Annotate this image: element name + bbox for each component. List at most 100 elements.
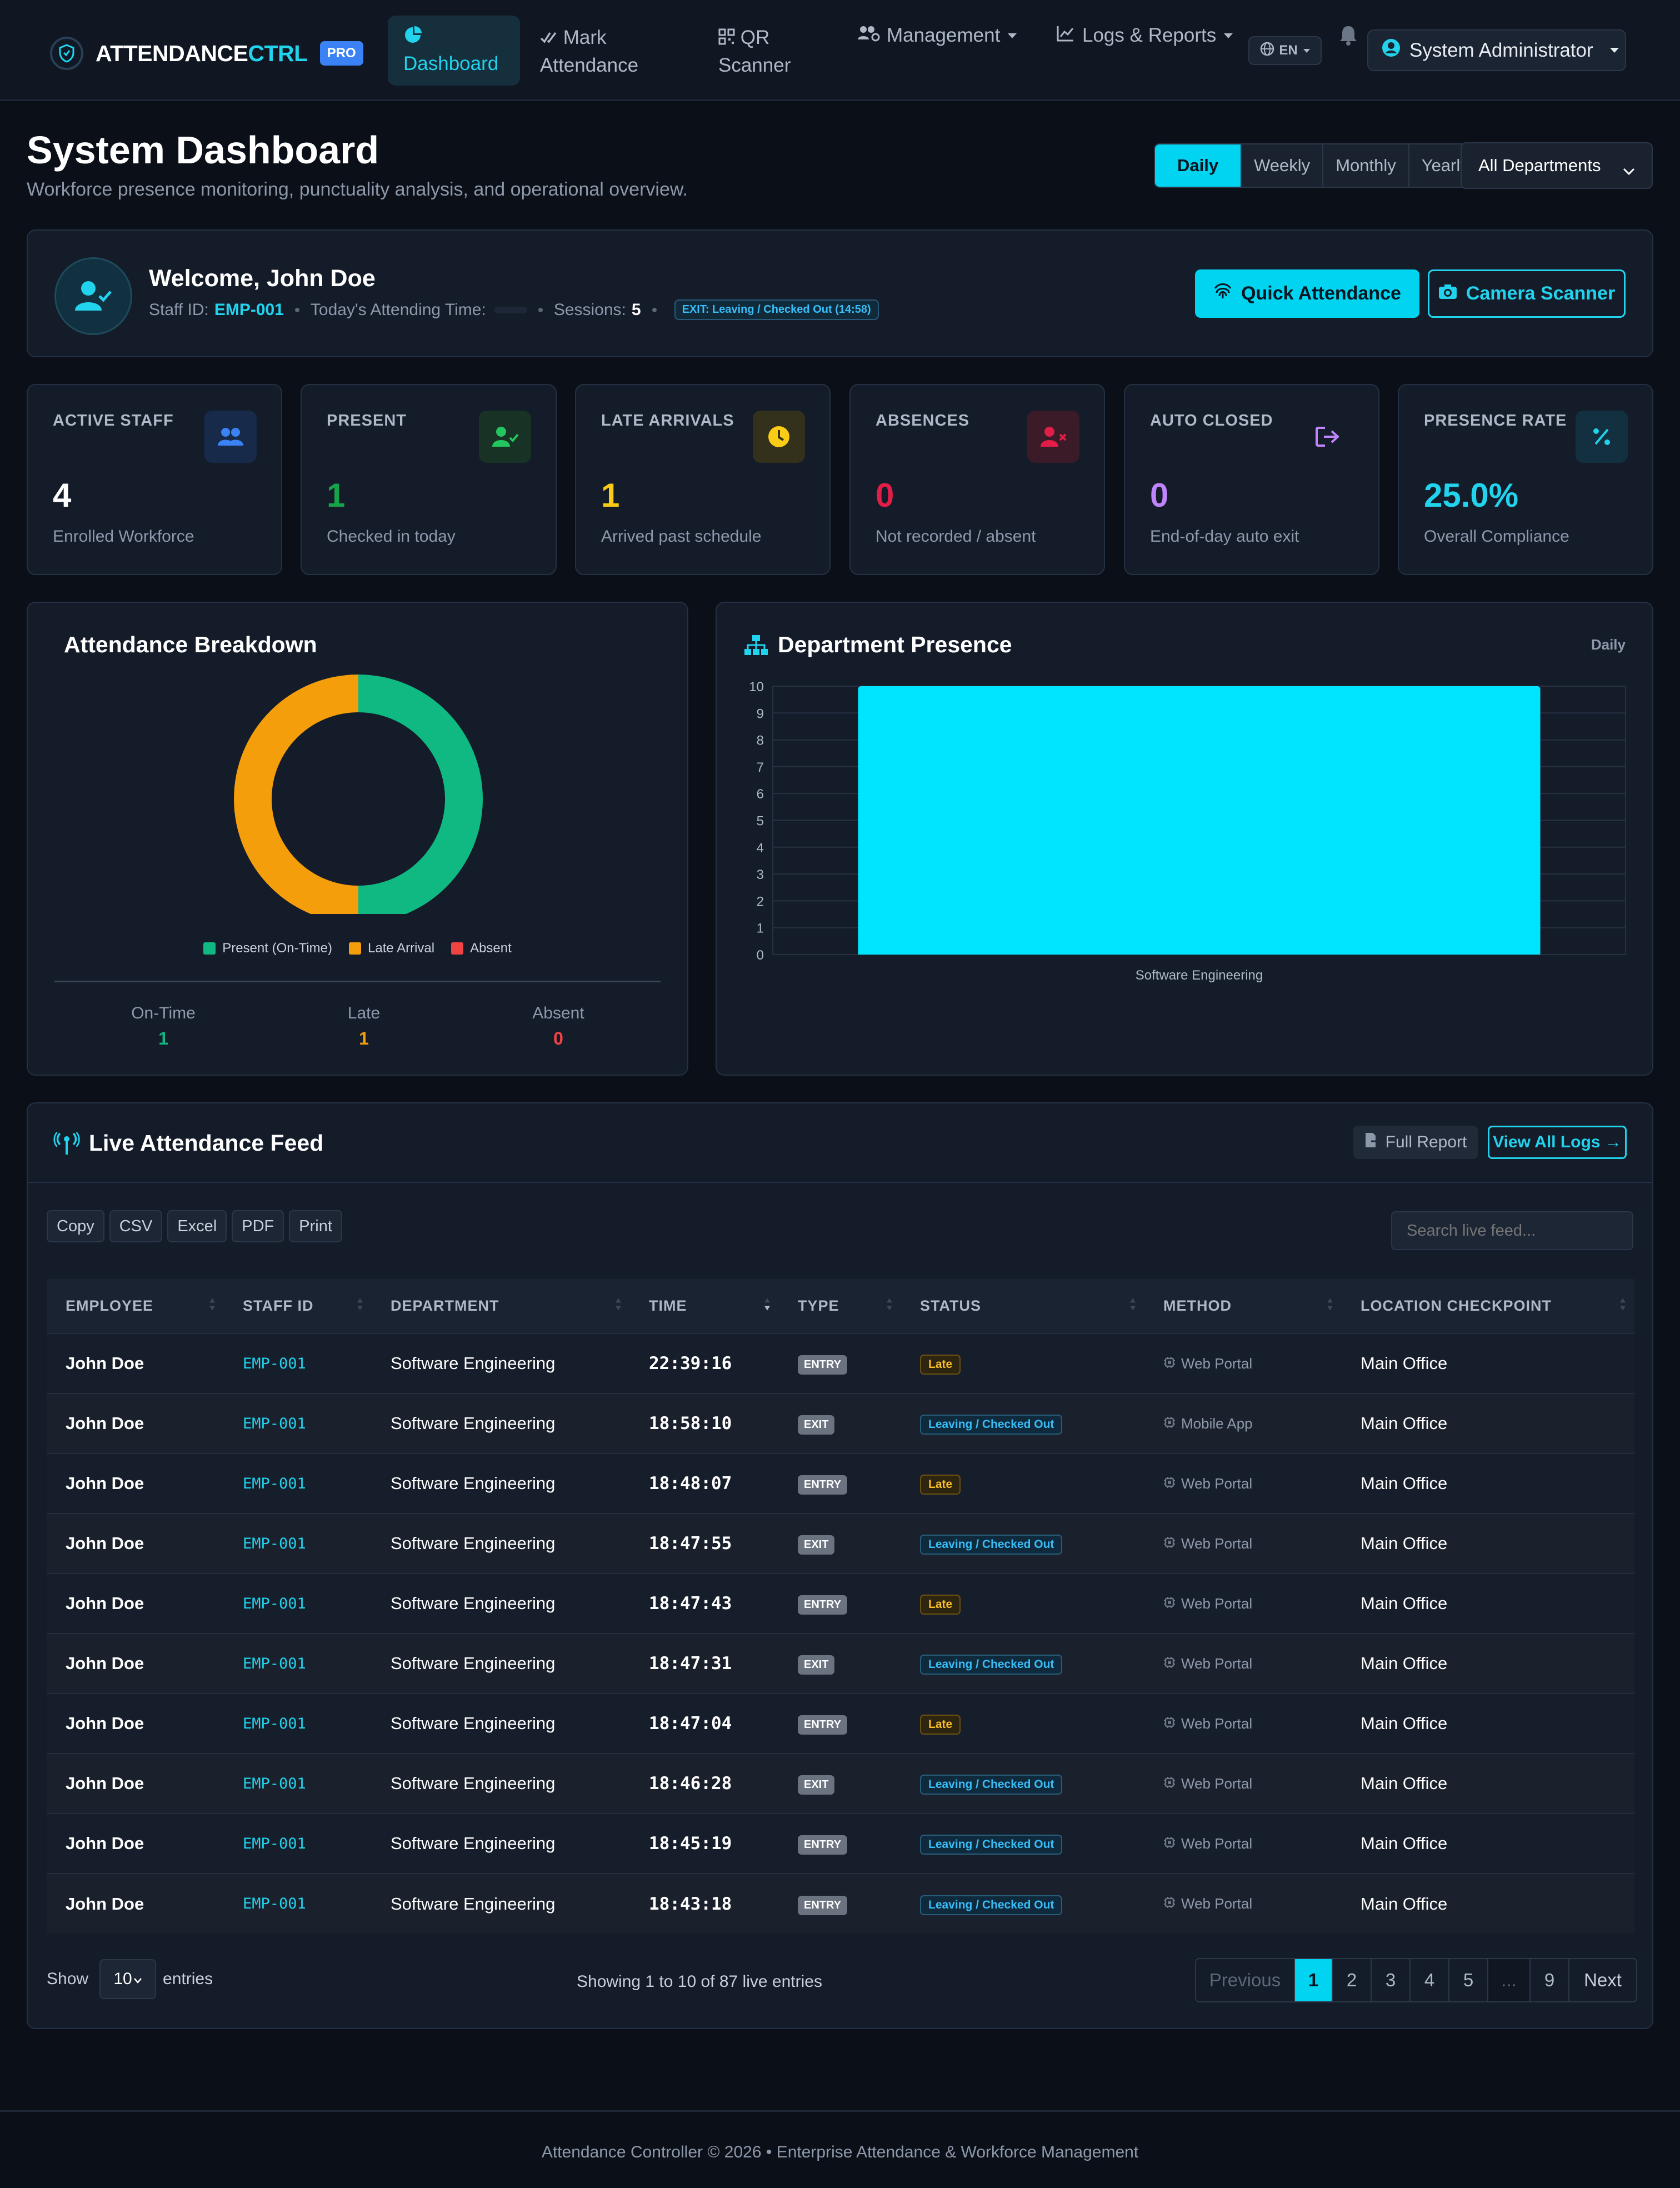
pagination: Previous 1 2 3 4 5 ... 9 Next xyxy=(1195,1958,1637,2002)
nav-dashboard[interactable]: Dashboard xyxy=(388,16,520,86)
table-row[interactable]: John Doe EMP-001 Software Engineering 18:48… xyxy=(47,1453,1634,1513)
column-header-time[interactable]: TIME xyxy=(630,1279,779,1333)
column-header-method[interactable]: METHOD xyxy=(1144,1279,1342,1333)
table-row[interactable]: John Doe EMP-001 Software Engineering 18:58… xyxy=(47,1393,1634,1453)
donut-slice[interactable] xyxy=(358,675,483,914)
excel-button[interactable]: Excel xyxy=(167,1210,227,1242)
column-header-employee[interactable]: EMPLOYEE xyxy=(47,1279,224,1333)
live-feed-table: EMPLOYEE STAFF ID DEPARTMENT TIME TYPE S… xyxy=(47,1279,1634,1934)
column-header-type[interactable]: TYPE xyxy=(779,1279,901,1333)
legend-item[interactable]: Absent xyxy=(451,941,512,956)
stat-label: ACTIVE STAFF xyxy=(53,412,174,429)
view-all-logs-button[interactable]: View All Logs → xyxy=(1488,1126,1627,1159)
column-header-location[interactable]: LOCATION CHECKPOINT xyxy=(1342,1279,1634,1333)
table-row[interactable]: John Doe EMP-001 Software Engineering 18:47… xyxy=(47,1694,1634,1754)
table-header-row: EMPLOYEE STAFF ID DEPARTMENT TIME TYPE S… xyxy=(47,1279,1634,1333)
period-monthly-button[interactable]: Monthly xyxy=(1323,144,1409,187)
pagination-page-1[interactable]: 1 xyxy=(1295,1959,1333,2001)
camera-scanner-button[interactable]: Camera Scanner xyxy=(1428,269,1626,318)
brand[interactable]: ATTENDANCECTRL PRO xyxy=(50,37,363,70)
table-row[interactable]: John Doe EMP-001 Software Engineering 18:47… xyxy=(47,1573,1634,1633)
table-row[interactable]: John Doe EMP-001 Software Engineering 18:45… xyxy=(47,1814,1634,1874)
sort-icon xyxy=(886,1297,893,1315)
period-daily-button[interactable]: Daily xyxy=(1155,144,1242,187)
staff-id-cell[interactable]: EMP-001 xyxy=(243,1895,306,1912)
nav-management[interactable]: Management xyxy=(858,24,1017,47)
employee-cell: John Doe xyxy=(66,1413,144,1433)
status-badge: Leaving / Checked Out xyxy=(920,1535,1063,1555)
staff-id-cell[interactable]: EMP-001 xyxy=(243,1355,306,1372)
department-select[interactable]: All Departments xyxy=(1461,142,1653,189)
type-badge: ENTRY xyxy=(798,1895,848,1915)
nav-mark-attendance[interactable]: Mark Attendance xyxy=(540,24,638,79)
column-header-department[interactable]: DEPARTMENT xyxy=(372,1279,630,1333)
pdf-button[interactable]: PDF xyxy=(232,1210,284,1242)
page-subtitle: Workforce presence monitoring, punctuali… xyxy=(27,179,688,200)
user-menu[interactable]: System Administrator xyxy=(1367,29,1626,71)
bar[interactable] xyxy=(858,686,1541,955)
pagination-page-4[interactable]: 4 xyxy=(1411,1959,1449,2001)
method-cell-content: Web Portal xyxy=(1163,1835,1342,1852)
pagination-page-2[interactable]: 2 xyxy=(1333,1959,1372,2001)
staff-id-cell[interactable]: EMP-001 xyxy=(243,1415,306,1432)
pagination-page-5[interactable]: 5 xyxy=(1449,1959,1488,2001)
sort-icon xyxy=(356,1297,364,1315)
bell-icon[interactable] xyxy=(1338,24,1358,49)
stat-value: 25.0% xyxy=(1424,477,1519,514)
time-cell: 18:47:04 xyxy=(649,1714,732,1734)
location-cell: Main Office xyxy=(1361,1593,1448,1613)
pagination-page-3[interactable]: 3 xyxy=(1372,1959,1411,2001)
pagination-page-9[interactable]: 9 xyxy=(1531,1959,1569,2001)
sort-icon xyxy=(614,1297,622,1315)
table-row[interactable]: John Doe EMP-001 Software Engineering 18:43… xyxy=(47,1874,1634,1934)
pro-badge: PRO xyxy=(319,41,363,66)
pagination-previous-button[interactable]: Previous xyxy=(1196,1959,1295,2001)
quick-attendance-button[interactable]: Quick Attendance xyxy=(1195,269,1419,318)
footer: Attendance Controller © 2026 • Enterpris… xyxy=(0,2110,1680,2188)
method-cell-content: Mobile App xyxy=(1163,1415,1342,1432)
status-cell: Late xyxy=(901,1694,1144,1754)
location-cell: Main Office xyxy=(1361,1654,1448,1673)
language-selector[interactable]: EN xyxy=(1248,36,1322,65)
full-report-button[interactable]: Full Report xyxy=(1353,1126,1478,1159)
table-row[interactable]: John Doe EMP-001 Software Engineering 18:47… xyxy=(47,1633,1634,1694)
type-cell: ENTRY xyxy=(779,1573,901,1633)
column-header-staff-id[interactable]: STAFF ID xyxy=(224,1279,372,1333)
status-cell: Leaving / Checked Out xyxy=(901,1754,1144,1814)
table-row[interactable]: John Doe EMP-001 Software Engineering 22:39… xyxy=(47,1333,1634,1393)
method-cell: Web Portal xyxy=(1144,1333,1342,1393)
donut-slice[interactable] xyxy=(234,675,358,914)
department-select-value: All Departments xyxy=(1478,156,1601,175)
stat-card-presence-rate: PRESENCE RATE 25.0% Overall Compliance xyxy=(1398,384,1653,575)
method-cell-content: Web Portal xyxy=(1163,1715,1342,1732)
employee-cell: John Doe xyxy=(66,1533,144,1553)
legend-item[interactable]: Present (On-Time) xyxy=(203,941,332,956)
chip-icon xyxy=(1163,1535,1176,1552)
legend-item[interactable]: Late Arrival xyxy=(349,941,434,956)
csv-button[interactable]: CSV xyxy=(109,1210,163,1242)
pagination-next-button[interactable]: Next xyxy=(1584,1970,1622,1990)
type-cell: ENTRY xyxy=(779,1874,901,1934)
table-row[interactable]: John Doe EMP-001 Software Engineering 18:46… xyxy=(47,1754,1634,1814)
table-row[interactable]: John Doe EMP-001 Software Engineering 18:47… xyxy=(47,1513,1634,1573)
nav-logs-reports[interactable]: Logs & Reports xyxy=(1057,24,1233,47)
staff-id-cell[interactable]: EMP-001 xyxy=(243,1775,306,1792)
staff-id-cell[interactable]: EMP-001 xyxy=(243,1715,306,1732)
page-size-select[interactable]: 10 xyxy=(99,1959,157,1999)
broadcast-tower-icon xyxy=(53,1131,80,1158)
staff-id-cell[interactable]: EMP-001 xyxy=(243,1655,306,1672)
method-cell-content: Web Portal xyxy=(1163,1595,1342,1612)
search-feed-input[interactable] xyxy=(1391,1211,1633,1250)
print-button[interactable]: Print xyxy=(289,1210,342,1242)
department-cell: Software Engineering xyxy=(391,1353,556,1373)
nav-qr-scanner[interactable]: QR Scanner xyxy=(718,24,791,79)
chip-icon xyxy=(1163,1715,1176,1732)
staff-id-cell[interactable]: EMP-001 xyxy=(243,1835,306,1852)
column-header-status[interactable]: STATUS xyxy=(901,1279,1144,1333)
staff-id-cell[interactable]: EMP-001 xyxy=(243,1475,306,1492)
period-weekly-button[interactable]: Weekly xyxy=(1242,144,1324,187)
stat-subtitle: Overall Compliance xyxy=(1424,527,1569,546)
staff-id-cell[interactable]: EMP-001 xyxy=(243,1595,306,1612)
staff-id-cell[interactable]: EMP-001 xyxy=(243,1535,306,1552)
copy-button[interactable]: Copy xyxy=(47,1210,104,1242)
